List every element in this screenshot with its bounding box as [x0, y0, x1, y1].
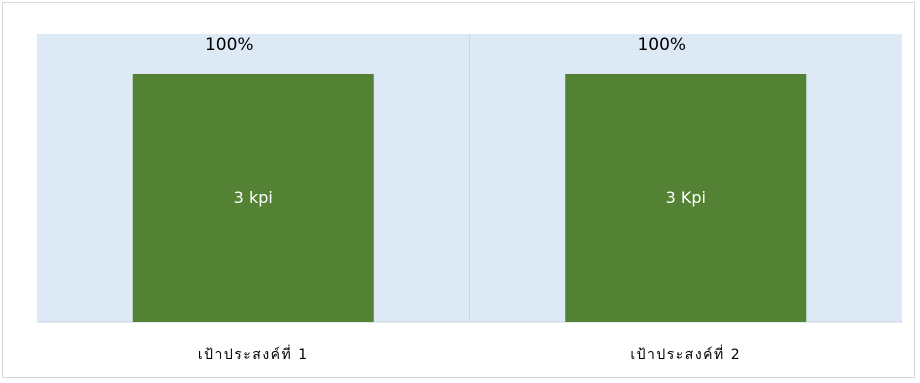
bars-group — [132, 74, 807, 322]
bar — [132, 74, 374, 322]
bar-value-label: 100% — [637, 35, 686, 55]
labels-group: 100% 3 kpi เป้าประสงค์ที่ 1 100% 3 Kpi เป้าปร… — [198, 35, 741, 363]
bar-inner-label: 3 kpi — [234, 188, 273, 207]
category-label: เป้าประสงค์ที่ 2 — [630, 345, 741, 363]
category-label: เป้าประสงค์ที่ 1 — [198, 345, 309, 363]
bar-inner-label: 3 Kpi — [666, 188, 706, 207]
bar-value-label: 100% — [205, 35, 254, 55]
bar — [565, 74, 807, 322]
